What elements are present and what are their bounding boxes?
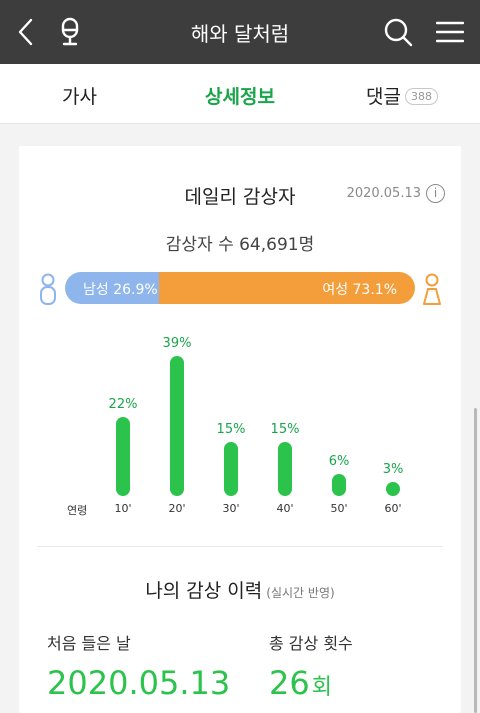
female-ratio-fill	[159, 272, 415, 304]
info-icon[interactable]: i	[426, 184, 445, 203]
age-pct-label: 3%	[382, 462, 404, 477]
viewer-count: 감상자 수 64,691명	[165, 235, 315, 255]
age-pct-label: 22%	[108, 397, 138, 413]
tab-comments[interactable]: 댓글 388	[366, 82, 438, 109]
daily-listeners-card: 데일리 감상자 2020.05.13 i 감상자 수 64,691명 남성 26…	[19, 146, 461, 713]
male-ratio-fill	[65, 272, 160, 304]
microphone-icon	[61, 17, 79, 46]
male-ratio-label: 남성 26.9%	[83, 282, 158, 298]
chevron-left-icon	[18, 18, 33, 46]
listening-history-title: 나의 감상 이력 (실시간 반영)	[19, 576, 461, 603]
stats-date: 2020.05.13	[346, 186, 421, 201]
back-button[interactable]	[6, 12, 46, 52]
history-subtitle: (실시간 반영)	[266, 586, 335, 600]
tab-bar: 가사 상세정보 댓글 388	[0, 64, 480, 177]
gender-ratio-bar: 남성 26.9% 여성 73.1%	[65, 272, 415, 304]
history-title-text: 나의 감상 이력	[145, 580, 263, 602]
age-pct-label: 15%	[270, 422, 300, 438]
female-person-icon	[423, 273, 441, 305]
first-listened-date: 2020.05.13	[47, 664, 231, 702]
tab-lyrics[interactable]: 가사	[62, 82, 97, 109]
search-icon	[384, 18, 413, 47]
age-tick-label: 30'	[222, 502, 240, 515]
tab-details[interactable]: 상세정보	[205, 82, 275, 109]
age-pct-label: 6%	[328, 454, 350, 470]
age-pct-label: 15%	[216, 422, 246, 438]
tab-comments-label: 댓글	[366, 86, 401, 108]
age-bar-30s	[224, 442, 238, 496]
total-plays-number: 26	[269, 664, 310, 702]
search-button[interactable]	[378, 12, 418, 52]
section-divider	[37, 546, 443, 547]
hamburger-menu-icon	[436, 21, 464, 43]
comment-count-badge: 388	[404, 88, 438, 105]
age-distribution-chart: 연령 22% 10' 39% 20' 15% 30' 15% 40' 6% 50' 3% 60'	[19, 326, 461, 526]
age-tick-label: 50'	[330, 502, 348, 515]
age-bar-50s	[332, 474, 346, 496]
male-person-icon	[40, 273, 56, 305]
tab-lyrics-label: 가사	[62, 86, 97, 108]
scrollbar[interactable]	[474, 408, 477, 713]
age-bar-40s	[278, 442, 292, 496]
song-title: 해와 달처럼	[190, 22, 290, 46]
age-bar-60s	[386, 482, 400, 496]
daily-listeners-title: 데일리 감상자	[184, 186, 296, 208]
mic-button[interactable]	[50, 12, 90, 52]
menu-button[interactable]	[430, 12, 470, 52]
tab-details-label: 상세정보	[205, 86, 275, 108]
age-tick-label: 60'	[384, 502, 402, 515]
age-tick-label: 10'	[114, 502, 132, 515]
total-plays-unit: 회	[311, 675, 332, 700]
female-ratio-label: 여성 73.1%	[322, 282, 397, 298]
age-pct-label: 39%	[162, 336, 192, 351]
total-plays-label: 총 감상 횟수	[269, 634, 353, 653]
age-tick-label: 20'	[168, 502, 186, 515]
age-bar-20s	[170, 356, 184, 496]
age-tick-label: 40'	[276, 502, 294, 515]
first-listened-label: 처음 들은 날	[47, 634, 131, 653]
top-app-bar: 해와 달처럼	[0, 0, 480, 64]
age-axis-label: 연령	[67, 504, 88, 517]
total-plays-value: 26회	[269, 664, 332, 702]
age-bar-10s	[116, 417, 130, 496]
